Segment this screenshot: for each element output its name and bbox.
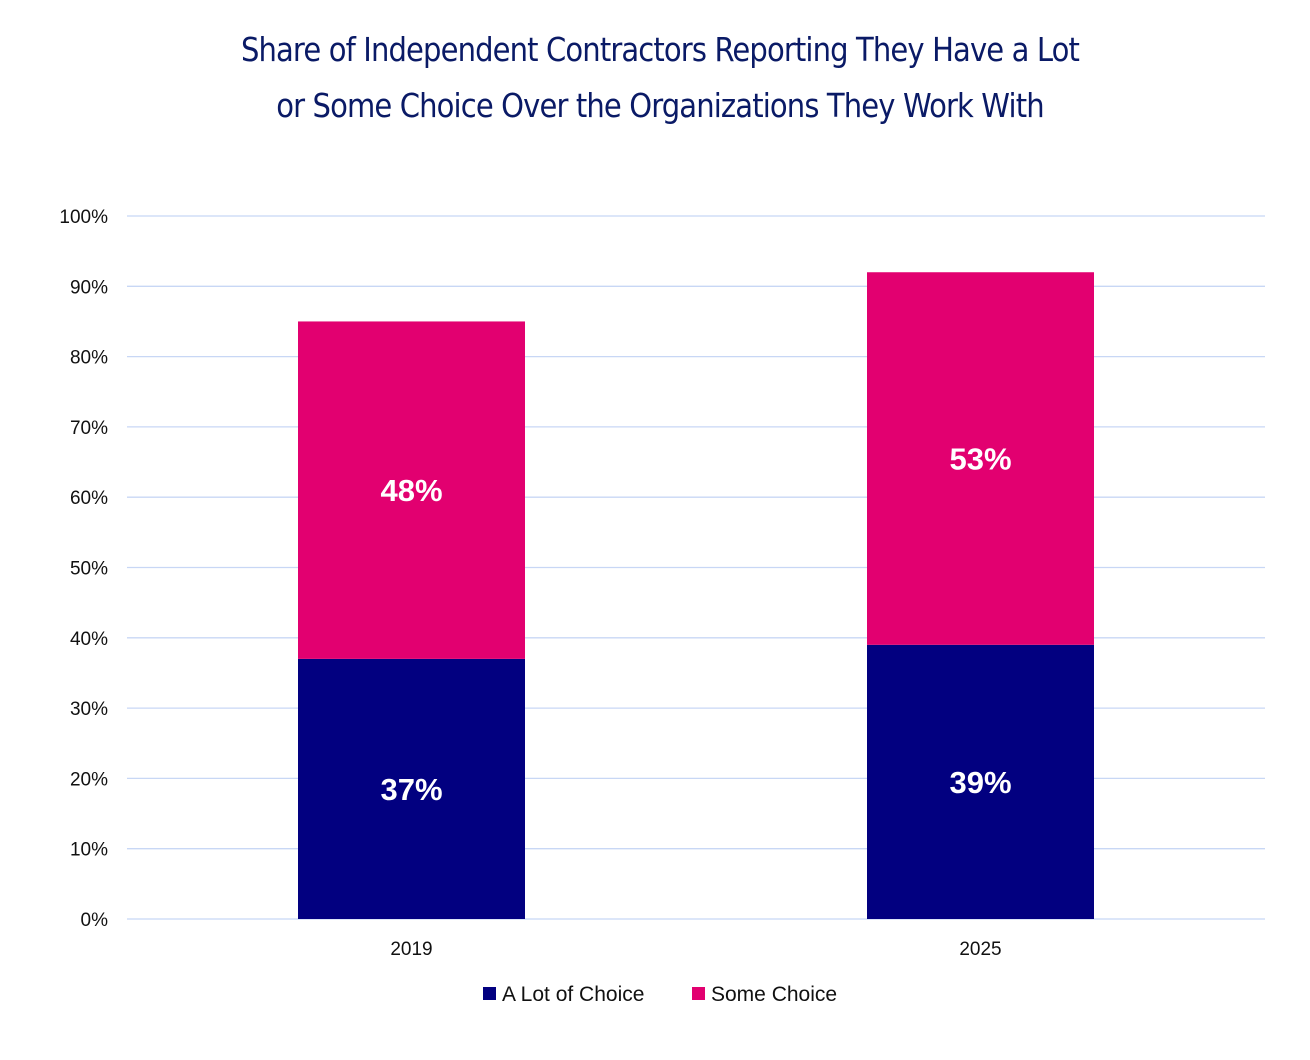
y-tick-label: 100% (59, 207, 108, 228)
y-tick-label: 50% (70, 559, 108, 580)
y-tick-label: 60% (70, 488, 108, 509)
x-tick-label: 2019 (390, 939, 432, 960)
legend-swatch (692, 987, 705, 1000)
data-label: 48% (380, 473, 442, 508)
y-tick-label: 30% (70, 699, 108, 720)
bar-2025-series-0 (867, 644, 1094, 919)
chart-title: Share of Independent Contractors Reporti… (79, 22, 1241, 134)
y-tick-label: 20% (70, 769, 108, 790)
legend-label: A Lot of Choice (502, 983, 644, 1006)
y-tick-label: 10% (70, 840, 108, 861)
chart-title-line-1: Share of Independent Contractors Reporti… (240, 30, 1080, 69)
y-tick-label: 40% (70, 629, 108, 650)
bar-2025-series-1 (867, 272, 1094, 645)
bar-2019-series-1 (298, 321, 525, 659)
chart-title-line-2: or Some Choice Over the Organizations Th… (276, 86, 1044, 125)
data-label: 53% (949, 442, 1011, 477)
legend-label: Some Choice (711, 983, 837, 1006)
bar-2019-series-0 (298, 658, 525, 919)
y-tick-label: 70% (70, 418, 108, 439)
x-tick-label: 2025 (959, 939, 1001, 960)
y-tick-label: 90% (70, 277, 108, 298)
data-label: 37% (380, 772, 442, 807)
data-label: 39% (949, 765, 1011, 800)
y-tick-label: 80% (70, 348, 108, 369)
y-tick-label: 0% (81, 910, 109, 931)
legend-swatch (483, 987, 496, 1000)
